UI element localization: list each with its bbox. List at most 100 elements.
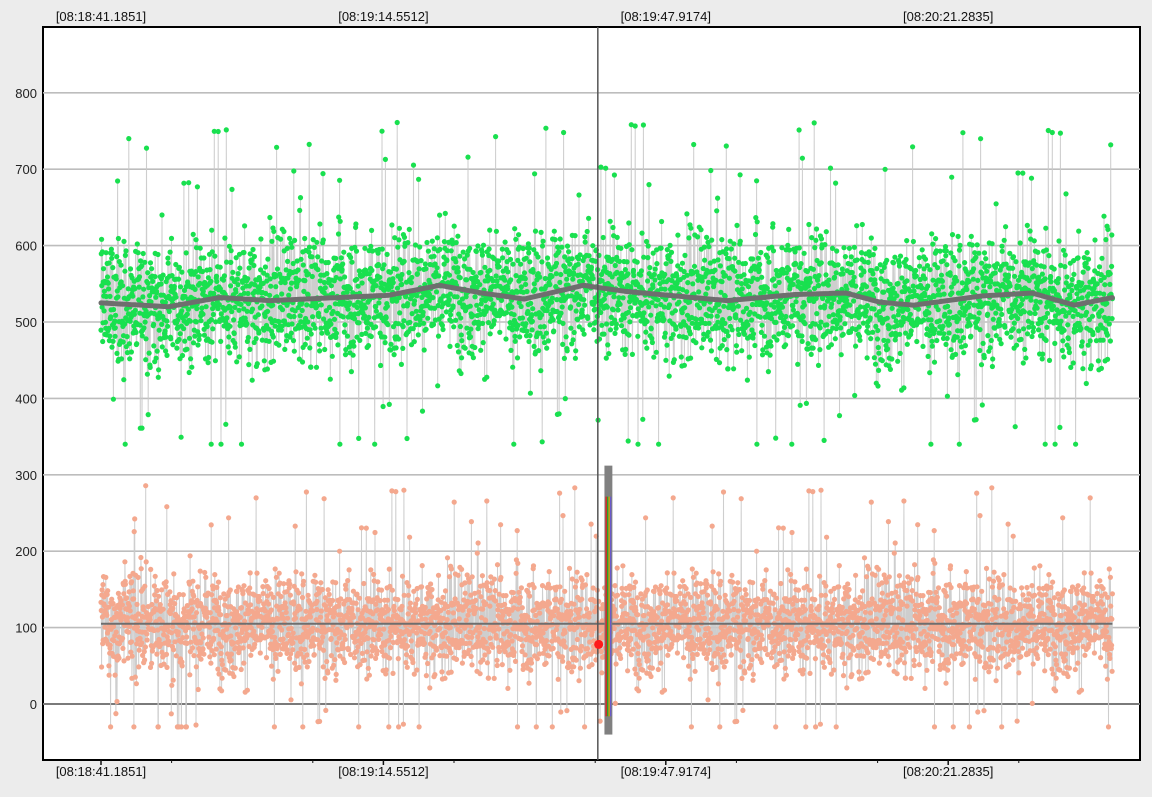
lower-series-point xyxy=(142,649,147,654)
lower-series-point xyxy=(620,563,625,568)
lower-series-point xyxy=(503,593,508,598)
lower-series-point xyxy=(239,667,244,672)
upper-series-point xyxy=(103,320,108,325)
lower-series-point xyxy=(254,495,259,500)
upper-series-point xyxy=(402,235,407,240)
lower-series-point xyxy=(909,676,914,681)
lower-series-point xyxy=(214,585,219,590)
upper-series-point xyxy=(166,261,171,266)
lower-series-point xyxy=(149,661,154,666)
lower-series-point xyxy=(493,588,498,593)
lower-series-point xyxy=(123,582,128,587)
lower-series-point xyxy=(1075,645,1080,650)
lower-series-point xyxy=(928,590,933,595)
lower-series-point xyxy=(994,607,999,612)
upper-series-point xyxy=(278,237,283,242)
lower-series-point xyxy=(688,677,693,682)
lower-series-point xyxy=(1035,656,1040,661)
lower-series-point xyxy=(423,652,428,657)
lower-series-point xyxy=(690,656,695,661)
lower-series-point xyxy=(409,649,414,654)
lower-series-point xyxy=(818,488,823,493)
lower-series-point xyxy=(813,724,818,729)
lower-series-point xyxy=(326,587,331,592)
lower-series-point xyxy=(288,697,293,702)
lower-series-point xyxy=(333,580,338,585)
lower-series-point xyxy=(207,654,212,659)
upper-series-point xyxy=(209,442,214,447)
lower-series-point xyxy=(631,647,636,652)
lower-series-point xyxy=(184,724,189,729)
lower-series-point xyxy=(434,648,439,653)
lower-series-point xyxy=(188,553,193,558)
lower-series-point xyxy=(633,580,638,585)
upper-series-point xyxy=(296,278,301,283)
lower-series-point xyxy=(103,575,108,580)
lower-series-point xyxy=(788,637,793,642)
upper-series-point xyxy=(187,336,192,341)
lower-series-point xyxy=(488,636,493,641)
lower-series-point xyxy=(304,652,309,657)
lower-series-point xyxy=(578,648,583,653)
lower-series-point xyxy=(201,635,206,640)
upper-series-point xyxy=(182,339,187,344)
lower-series-point xyxy=(345,578,350,583)
lower-series-point xyxy=(492,577,497,582)
lower-series-point xyxy=(142,584,147,589)
lower-series-point xyxy=(518,637,523,642)
lower-series-point xyxy=(1103,607,1108,612)
upper-series-point xyxy=(163,348,168,353)
lower-series-point xyxy=(964,569,969,574)
lower-series-point xyxy=(201,652,206,657)
upper-series-point xyxy=(389,222,394,227)
lower-series-point xyxy=(762,578,767,583)
lower-series-point xyxy=(897,657,902,662)
lower-series-point xyxy=(599,670,604,675)
upper-series-point xyxy=(397,310,402,315)
lower-series-point xyxy=(779,658,784,663)
lower-series-point xyxy=(675,650,680,655)
lower-series-point xyxy=(392,608,397,613)
lower-series-point xyxy=(551,646,556,651)
lower-series-point xyxy=(171,571,176,576)
upper-series-point xyxy=(422,347,427,352)
lower-series-point xyxy=(937,643,942,648)
lower-series-point xyxy=(846,594,851,599)
lower-series-point xyxy=(547,601,552,606)
lower-series-point xyxy=(214,647,219,652)
upper-series-point xyxy=(274,145,279,150)
lower-series-point xyxy=(251,629,256,634)
lower-series-point xyxy=(680,608,685,613)
upper-series-point xyxy=(381,404,386,409)
lower-series-point xyxy=(677,625,682,630)
lower-series-point xyxy=(272,724,277,729)
lower-series-point xyxy=(622,600,627,605)
lower-series-point xyxy=(462,580,467,585)
lower-series-point xyxy=(311,643,316,648)
lower-series-point xyxy=(158,602,163,607)
upper-series-point xyxy=(111,307,116,312)
upper-series-point xyxy=(345,307,350,312)
lower-series-point xyxy=(347,567,352,572)
lower-series-point xyxy=(120,602,125,607)
upper-series-point xyxy=(420,409,425,414)
lower-series-point xyxy=(509,638,514,643)
upper-series-point xyxy=(394,345,399,350)
lower-series-point xyxy=(974,584,979,589)
lower-series-point xyxy=(1062,587,1067,592)
lower-series-point xyxy=(132,516,137,521)
upper-series-point xyxy=(155,252,160,257)
lower-series-point xyxy=(1098,655,1103,660)
lower-series-point xyxy=(1092,650,1097,655)
lower-series-point xyxy=(937,605,942,610)
lower-series-point xyxy=(866,670,871,675)
lower-series-point xyxy=(535,656,540,661)
upper-series-point xyxy=(345,334,350,339)
upper-series-point xyxy=(385,304,390,309)
upper-series-point xyxy=(474,249,479,254)
upper-series-point xyxy=(234,359,239,364)
lower-series-point xyxy=(976,597,981,602)
lower-series-point xyxy=(933,590,938,595)
upper-series-point xyxy=(252,254,257,259)
